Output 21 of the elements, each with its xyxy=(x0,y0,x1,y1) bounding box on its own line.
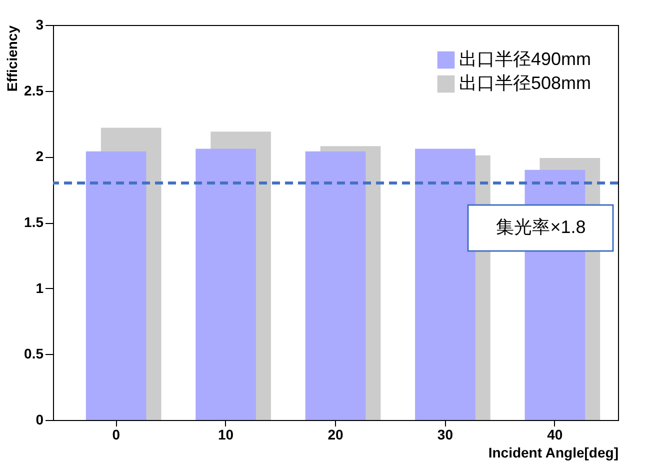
x-tick-label: 40 xyxy=(547,426,563,442)
legend-label: 出口半径508mm xyxy=(459,73,592,93)
x-tick-label: 20 xyxy=(328,426,344,442)
y-tick-label: 0.5 xyxy=(24,346,44,362)
y-tick-label: 3 xyxy=(36,16,44,32)
bar xyxy=(305,151,366,420)
y-tick-label: 2 xyxy=(36,148,44,164)
y-axis-title: Efficiency xyxy=(4,25,20,92)
ref-line-label: 集光率×1.8 xyxy=(496,217,586,237)
y-tick-label: 0 xyxy=(36,412,44,428)
y-tick-label: 1.5 xyxy=(24,214,44,230)
x-tick-label: 30 xyxy=(437,426,454,442)
bar xyxy=(86,151,146,420)
y-tick-label: 2.5 xyxy=(24,82,44,98)
y-tick-label: 1 xyxy=(36,280,44,296)
bar xyxy=(415,148,476,420)
x-axis-title: Incident Angle[deg] xyxy=(488,444,618,460)
legend-label: 出口半径490mm xyxy=(459,49,592,69)
bar xyxy=(196,148,256,420)
x-tick-label: 0 xyxy=(112,426,120,442)
x-tick-label: 10 xyxy=(218,426,234,442)
